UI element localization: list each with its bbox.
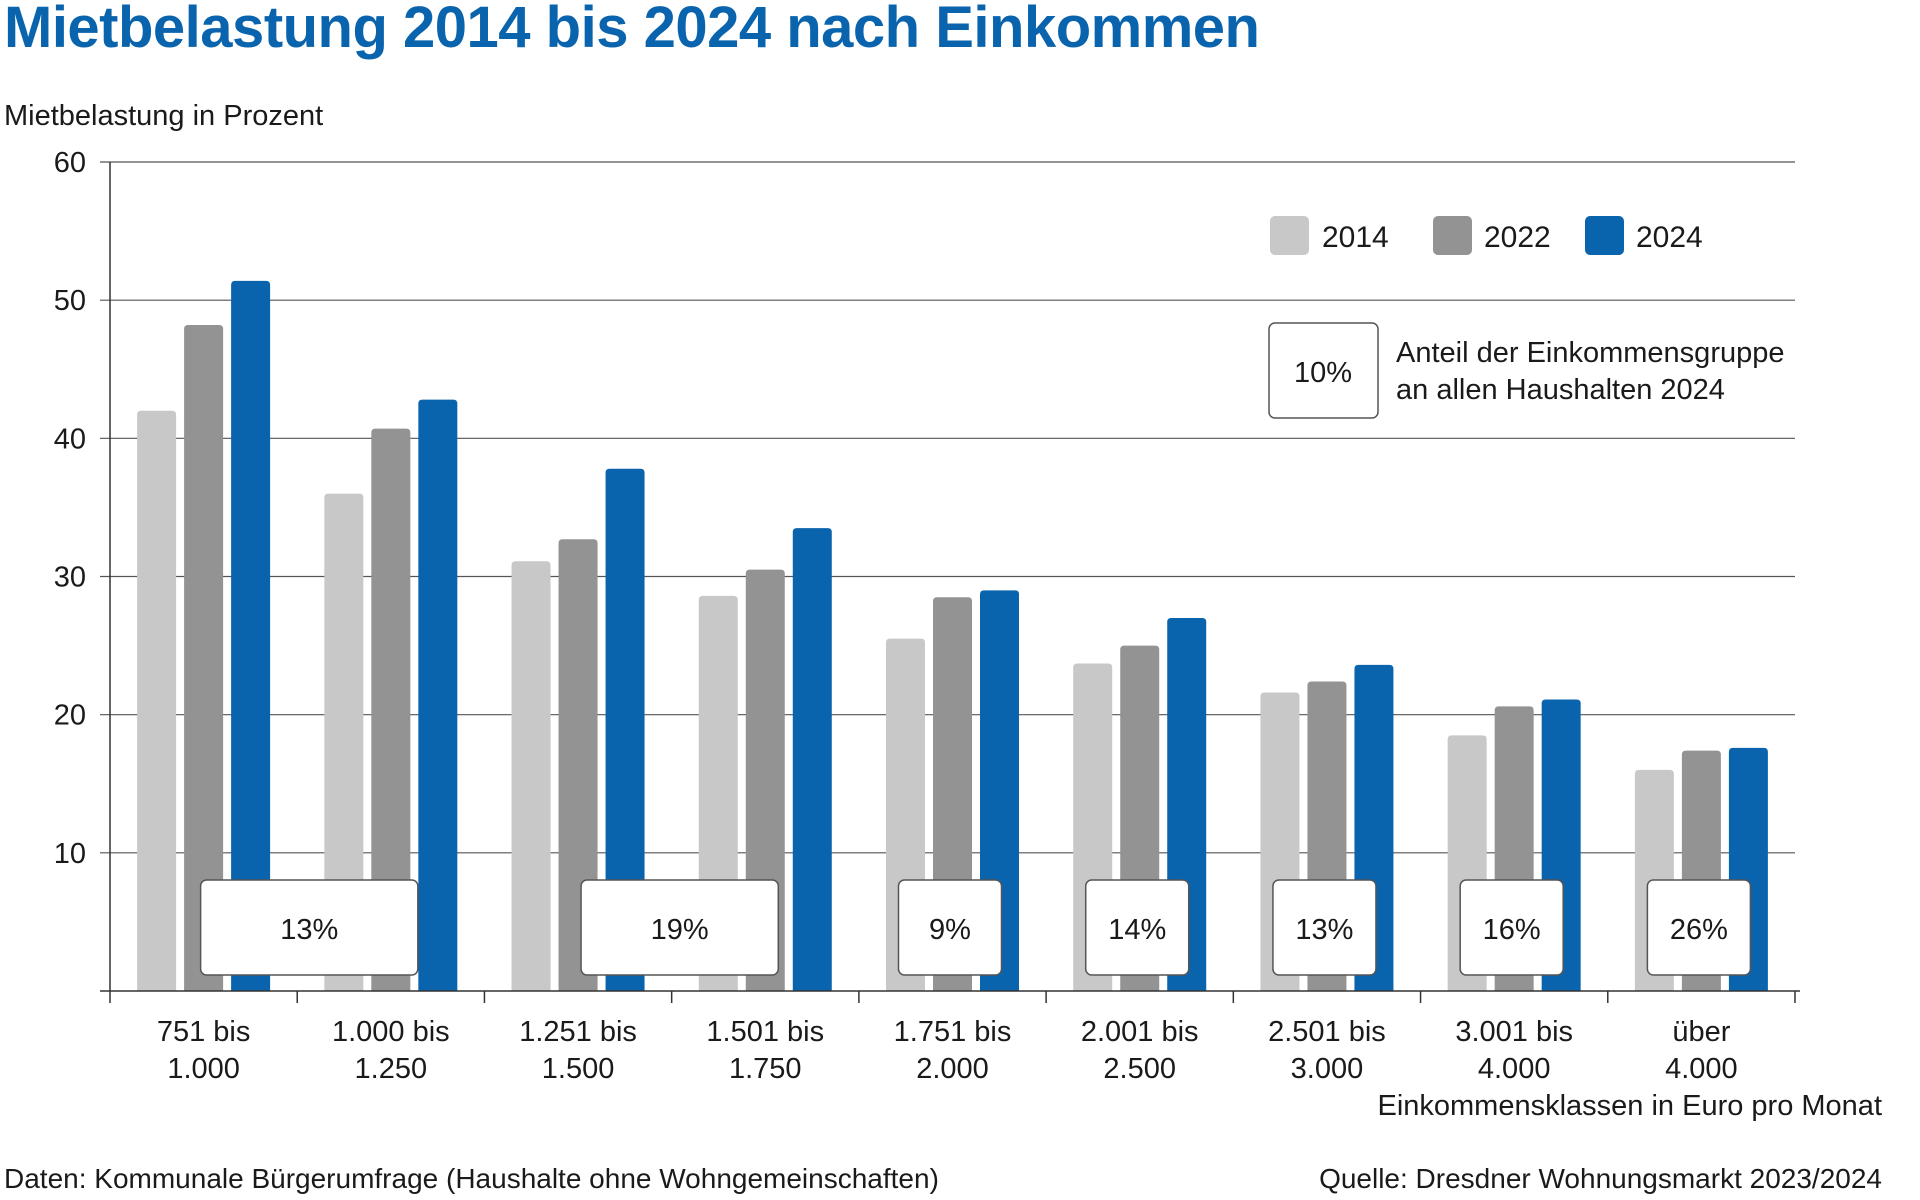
x-tick-label: 2.001 bis [1081,1016,1199,1048]
data-source-note: Daten: Kommunale Bürgerumfrage (Haushalt… [4,1163,939,1194]
x-tick-label: 751 bis [157,1016,251,1048]
share-label: 13% [280,914,338,946]
x-tick-label: 2.000 [916,1053,989,1085]
x-tick-label: 3.001 bis [1455,1016,1573,1048]
x-tick-label: 2.500 [1103,1053,1176,1085]
x-tick-label: 3.000 [1291,1053,1364,1085]
x-tick-label: über [1672,1016,1730,1048]
bar-2014-2 [324,493,364,991]
legend-swatch-2014 [1270,216,1309,255]
share-label: 16% [1483,914,1541,946]
x-tick-label: 1.250 [355,1053,428,1085]
x-tick-label: 1.251 bis [519,1016,637,1048]
share-legend-example: 10% [1294,357,1352,389]
share-box [1459,879,1564,976]
legend-label-2022: 2022 [1484,221,1551,254]
share-label: 14% [1108,914,1166,946]
x-tick-label: 2.501 bis [1268,1016,1386,1048]
y-tick-label: 60 [54,147,86,179]
share-label: 13% [1295,914,1353,946]
share-box [1084,879,1190,976]
y-tick-label: 20 [54,700,86,732]
bar-2022-2 [371,428,411,992]
bar-2024-4 [792,528,832,991]
share-legend-text: Anteil der Einkommensgruppe [1396,337,1784,369]
y-tick-label: 40 [54,423,86,455]
x-tick-label: 1.000 [167,1053,240,1085]
bar-2022-3 [558,539,598,991]
share-label: 19% [651,914,709,946]
y-axis-label: Mietbelastung in Prozent [4,100,324,132]
x-axis-label: Einkommensklassen in Euro pro Monat [1377,1090,1882,1122]
chart-title: Mietbelastung 2014 bis 2024 nach Einkomm… [4,0,1260,60]
bar-2024-2 [418,399,458,991]
legend-swatch-2024 [1585,216,1624,255]
share-box [199,879,419,976]
share-legend-text: an allen Haushalten 2024 [1396,374,1725,406]
share-box [580,879,780,976]
bar-2014-3 [511,561,551,991]
legend-swatch-2022 [1433,216,1472,255]
legend-label-2014: 2014 [1322,221,1389,254]
share-box [1646,879,1752,976]
x-tick-label: 1.000 bis [332,1016,450,1048]
publication-source-note: Quelle: Dresdner Wohnungsmarkt 2023/2024 [1319,1163,1882,1194]
y-tick-label: 30 [54,562,86,594]
share-label: 9% [929,914,971,946]
x-tick-label: 1.750 [729,1053,802,1085]
x-tick-label: 4.000 [1665,1053,1738,1085]
share-label: 26% [1670,914,1728,946]
x-tick-label: 1.501 bis [706,1016,824,1048]
share-legend-box [1268,322,1379,419]
legend-label-2024: 2024 [1636,221,1703,254]
y-tick-label: 50 [54,285,86,317]
x-tick-label: 1.751 bis [894,1016,1012,1048]
bar-2014-1 [137,410,177,991]
bar-2024-3 [605,468,645,992]
y-tick-label: 10 [54,838,86,870]
share-box [1272,879,1377,976]
bar-2024-1 [231,280,271,991]
x-tick-label: 4.000 [1478,1053,1551,1085]
bar-2022-1 [184,325,224,992]
x-tick-label: 1.500 [542,1053,615,1085]
share-box [897,879,1003,976]
